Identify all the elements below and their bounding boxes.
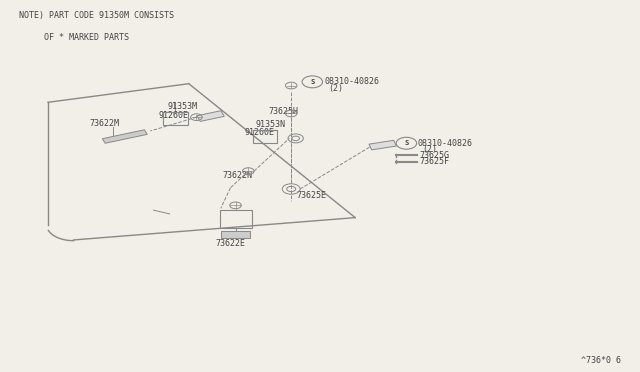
Polygon shape xyxy=(369,140,396,150)
Text: 73622E: 73622E xyxy=(216,239,246,248)
Text: 73622N: 73622N xyxy=(223,171,253,180)
Text: 91353M: 91353M xyxy=(168,102,198,111)
Text: 91353N: 91353N xyxy=(255,120,285,129)
Text: OF * MARKED PARTS: OF * MARKED PARTS xyxy=(19,33,129,42)
Text: 73625H: 73625H xyxy=(269,107,299,116)
Text: 08310-40826: 08310-40826 xyxy=(324,77,380,86)
Text: 73625E: 73625E xyxy=(296,191,326,200)
Bar xyxy=(163,112,188,125)
Text: 73622M: 73622M xyxy=(90,119,120,128)
Polygon shape xyxy=(102,130,147,143)
Bar xyxy=(220,210,252,228)
Text: S: S xyxy=(310,79,314,85)
Text: (2): (2) xyxy=(328,84,343,93)
Text: 91260E: 91260E xyxy=(244,128,275,137)
Text: ^736*0 6: ^736*0 6 xyxy=(581,356,621,365)
Text: 91260E: 91260E xyxy=(158,111,188,120)
Bar xyxy=(253,130,277,143)
Polygon shape xyxy=(196,111,225,121)
Text: NOTE) PART CODE 91350M CONSISTS: NOTE) PART CODE 91350M CONSISTS xyxy=(19,11,174,20)
Text: (2): (2) xyxy=(422,145,436,154)
Text: S: S xyxy=(404,140,408,146)
Polygon shape xyxy=(221,231,250,238)
Text: 73625G: 73625G xyxy=(419,151,449,160)
Text: 08310-40826: 08310-40826 xyxy=(418,139,473,148)
Text: 73625F: 73625F xyxy=(419,157,449,166)
